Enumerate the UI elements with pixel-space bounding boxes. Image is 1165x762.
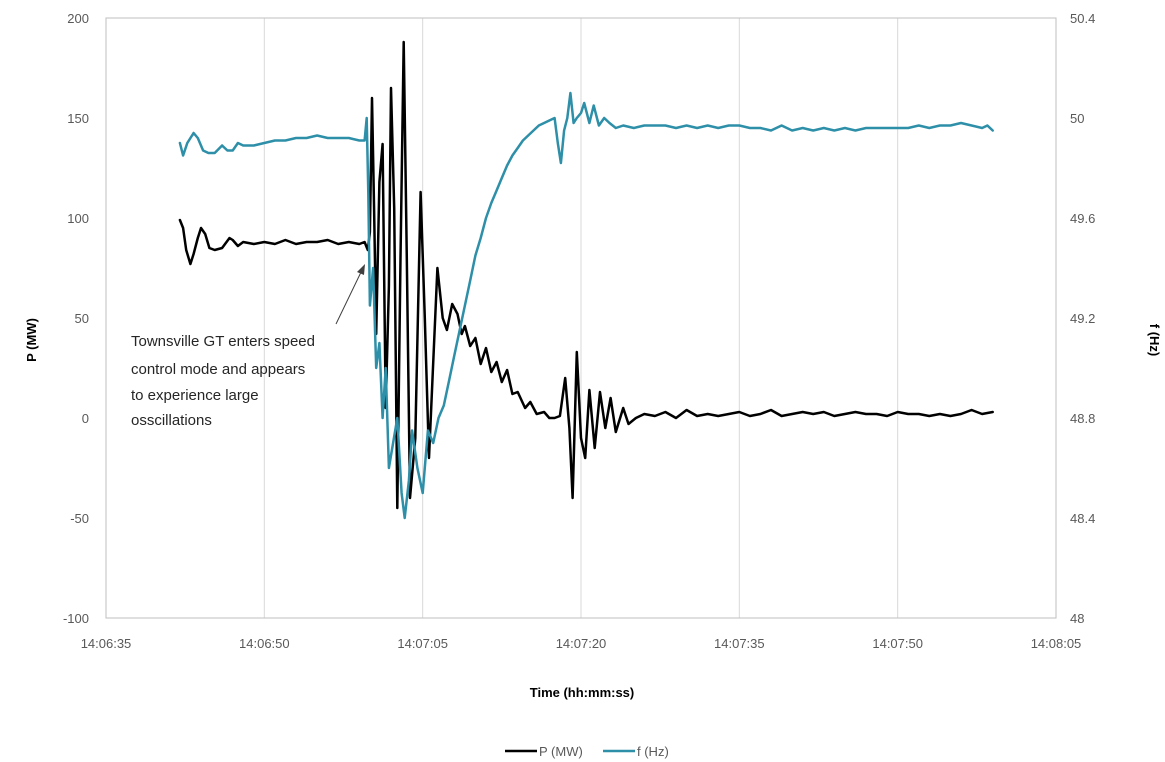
- left-y-tick-label: 150: [67, 111, 89, 126]
- annotation-line-3: to experience large: [131, 387, 259, 404]
- right-y-tick-label: 49.2: [1070, 311, 1095, 326]
- left-y-tick-label: -100: [63, 611, 89, 626]
- annotation-arrowhead: [357, 264, 365, 275]
- left-y-tick-label: 0: [82, 411, 89, 426]
- annotation-line-1: Townsville GT enters speed: [131, 333, 315, 350]
- right-y-axis-title: f (Hz): [1147, 324, 1162, 357]
- x-tick-label: 14:07:20: [556, 636, 607, 651]
- plot-frame: [105, 17, 1057, 619]
- x-tick-label: 14:06:35: [81, 636, 132, 651]
- right-y-tick-label: 48: [1070, 611, 1084, 626]
- x-tick-label: 14:07:05: [397, 636, 448, 651]
- right-y-tick-labels: 50.4 50 49.6 49.2 48.8 48.4 48: [1070, 11, 1095, 626]
- right-y-tick-label: 50: [1070, 111, 1084, 126]
- x-axis-title: Time (hh:mm:ss): [530, 685, 635, 700]
- data-series: [178, 40, 994, 520]
- right-y-tick-label: 49.6: [1070, 211, 1095, 226]
- left-y-tick-label: 100: [67, 211, 89, 226]
- x-tick-label: 14:07:35: [714, 636, 765, 651]
- left-y-tick-label: -50: [70, 511, 89, 526]
- series-p-mw-line: [178, 40, 994, 510]
- right-y-tick-label: 48.4: [1070, 511, 1095, 526]
- annotation-arrow-line: [335, 267, 364, 325]
- legend: P (MW) f (Hz): [505, 744, 669, 759]
- plot-axes: [105, 17, 1057, 619]
- left-y-tick-label: 50: [75, 311, 89, 326]
- annotation: Townsville GT enters speed control mode …: [131, 264, 365, 429]
- x-tick-label: 14:08:05: [1031, 636, 1082, 651]
- annotation-line-2: control mode and appears: [131, 361, 305, 378]
- x-tick-label: 14:07:50: [872, 636, 923, 651]
- x-tick-labels: 14:06:35 14:06:50 14:07:05 14:07:20 14:07:35…: [81, 636, 1082, 651]
- left-y-tick-labels: 200 150 100 50 0 -50 -100: [63, 11, 89, 626]
- x-tick-label: 14:06:50: [239, 636, 290, 651]
- legend-label-f: f (Hz): [637, 744, 669, 759]
- right-y-tick-label: 50.4: [1070, 11, 1095, 26]
- left-y-axis-title: P (MW): [24, 318, 39, 362]
- left-y-tick-label: 200: [67, 11, 89, 26]
- legend-label-p: P (MW): [539, 744, 583, 759]
- annotation-line-4: osscillations: [131, 412, 212, 429]
- right-y-tick-label: 48.8: [1070, 411, 1095, 426]
- series-f-hz-line: [178, 91, 994, 520]
